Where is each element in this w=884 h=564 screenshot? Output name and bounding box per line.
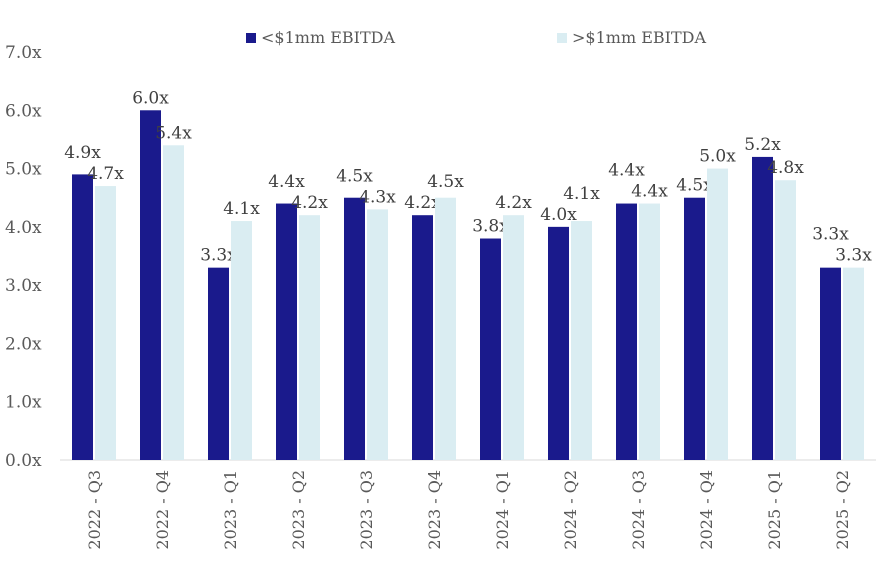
data-label: 5.0x <box>699 147 736 167</box>
bar-small-ebitda <box>820 267 841 460</box>
x-tick-label: 2023 - Q1 <box>221 470 240 550</box>
bar-large-ebitda <box>367 209 388 460</box>
y-tick-label: 1.0x <box>5 393 42 413</box>
x-tick-label: 2024 - Q1 <box>493 470 512 550</box>
x-tick-label: 2025 - Q2 <box>833 470 852 550</box>
x-tick-label: 2022 - Q4 <box>153 470 172 550</box>
x-tick-label: 2025 - Q1 <box>765 470 784 550</box>
y-tick-label: 5.0x <box>5 160 42 180</box>
data-label: 5.4x <box>155 123 192 143</box>
bar-large-ebitda <box>503 215 524 460</box>
bar-large-ebitda <box>95 186 116 461</box>
bar-large-ebitda <box>639 203 660 461</box>
x-tick-label: 2023 - Q4 <box>425 470 444 550</box>
x-tick-label: 2024 - Q2 <box>561 470 580 550</box>
y-tick-label: 4.0x <box>5 218 42 238</box>
data-label: 4.0x <box>540 205 577 225</box>
data-label: 5.2x <box>744 135 781 155</box>
bar-small-ebitda <box>72 174 93 460</box>
bar-small-ebitda <box>752 156 773 460</box>
data-label: 4.8x <box>767 158 804 178</box>
legend-label: >$1mm EBITDA <box>572 28 707 47</box>
data-label: 4.1x <box>563 184 600 204</box>
bar-small-ebitda <box>548 226 569 460</box>
bar-small-ebitda <box>140 110 161 461</box>
bar-large-ebitda <box>843 267 864 460</box>
bar-small-ebitda <box>208 267 229 460</box>
data-label: 4.5x <box>427 172 464 192</box>
x-tick-label: 2023 - Q2 <box>289 470 308 550</box>
bar-large-ebitda <box>707 168 728 461</box>
data-label: 3.3x <box>812 225 849 245</box>
data-label: 3.3x <box>200 246 237 266</box>
x-tick-label: 2024 - Q4 <box>697 470 716 550</box>
data-label: 4.9x <box>64 143 101 163</box>
data-label: 4.5x <box>336 166 373 186</box>
data-label: 3.3x <box>835 246 872 266</box>
bar-small-ebitda <box>616 203 637 461</box>
legend-swatch-light <box>557 32 567 43</box>
x-tick-label: 2022 - Q3 <box>85 470 104 550</box>
legend-swatch-dark <box>246 32 256 43</box>
y-tick-label: 7.0x <box>5 43 42 63</box>
legend-label: <$1mm EBITDA <box>261 28 396 47</box>
data-label: 4.4x <box>631 182 668 202</box>
data-label: 4.4x <box>268 172 305 192</box>
bar-small-ebitda <box>412 215 433 460</box>
x-tick-label: 2023 - Q3 <box>357 470 376 550</box>
bar-large-ebitda <box>299 215 320 460</box>
data-label: 6.0x <box>132 88 169 108</box>
legend-item-large-ebitda: >$1mm EBITDA <box>557 28 706 47</box>
data-label: 4.2x <box>291 193 328 213</box>
data-label: 4.5x <box>676 176 713 196</box>
y-tick-label: 6.0x <box>5 101 42 121</box>
bar-small-ebitda <box>684 197 705 460</box>
data-label: 4.2x <box>495 193 532 213</box>
data-label: 4.1x <box>223 199 260 219</box>
data-label: 4.4x <box>608 161 645 181</box>
data-label: 3.8x <box>472 217 509 237</box>
data-label: 4.3x <box>359 187 396 207</box>
legend-item-small-ebitda: <$1mm EBITDA <box>246 28 395 47</box>
bar-large-ebitda <box>231 221 252 460</box>
bar-small-ebitda <box>344 197 365 460</box>
bar-large-ebitda <box>435 197 456 460</box>
x-tick-label: 2024 - Q3 <box>629 470 648 550</box>
bar-large-ebitda <box>163 145 184 460</box>
y-tick-label: 3.0x <box>5 276 42 296</box>
bar-small-ebitda <box>480 238 501 460</box>
data-label: 4.2x <box>404 193 441 213</box>
y-tick-label: 0.0x <box>5 451 42 471</box>
y-tick-label: 2.0x <box>5 334 42 354</box>
data-label: 4.7x <box>87 164 124 184</box>
bar-large-ebitda <box>571 221 592 460</box>
bar-large-ebitda <box>775 180 796 460</box>
bar-small-ebitda <box>276 203 297 461</box>
